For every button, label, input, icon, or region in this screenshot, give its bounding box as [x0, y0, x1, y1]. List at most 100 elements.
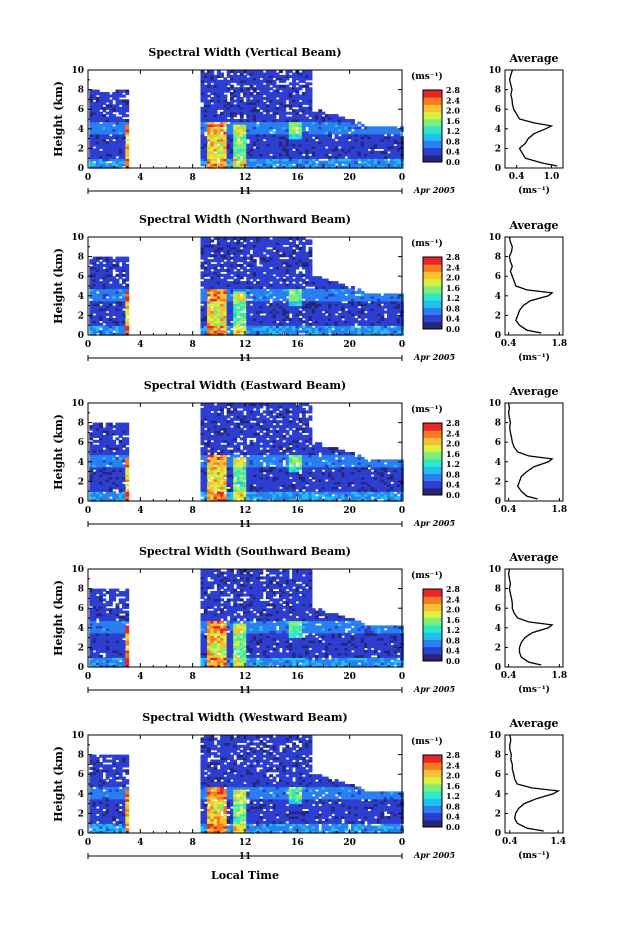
heatmap-cell [275, 278, 280, 282]
heatmap-cell [357, 158, 362, 162]
heatmap-cell [324, 317, 329, 321]
heatmap-cell [112, 121, 117, 125]
heatmap-cell [311, 116, 316, 120]
heatmap-cell [373, 315, 378, 319]
heatmap-cell [112, 266, 117, 270]
heatmap-cell [315, 116, 319, 120]
heatmap-cell [108, 327, 113, 331]
heatmap-cell [301, 295, 306, 299]
heatmap-cell [210, 317, 215, 321]
heatmap-cell [102, 128, 107, 132]
heatmap-cell [364, 325, 368, 329]
heatmap-cell [207, 464, 211, 468]
heatmap-cell [243, 256, 247, 260]
heatmap-cell [298, 237, 303, 241]
heatmap-cell [105, 116, 110, 120]
heatmap-cell [347, 298, 352, 302]
heatmap-cell [259, 99, 264, 103]
heatmap-cell [318, 308, 323, 312]
heatmap-cell [118, 442, 123, 446]
heatmap-cell [226, 476, 231, 480]
colorbar-tick-label: 0.0 [446, 157, 460, 167]
heatmap-cell [308, 298, 313, 302]
heatmap-cell [311, 165, 316, 169]
heatmap-cell [354, 141, 359, 145]
heatmap-cell [92, 449, 97, 453]
heatmap-cell [370, 322, 375, 326]
heatmap-cell [226, 295, 231, 299]
heatmap-cell [318, 327, 323, 331]
heatmap-cell [213, 288, 218, 292]
heatmap-cell [125, 295, 130, 299]
heatmap-cell [216, 131, 221, 135]
heatmap-cell [239, 106, 244, 110]
heatmap-cell [308, 239, 313, 243]
heatmap-cell [125, 92, 130, 96]
heatmap-cell [220, 246, 224, 250]
heatmap-cell [108, 471, 113, 475]
heatmap-cell [200, 92, 205, 96]
heatmap-cell [239, 322, 244, 326]
heatmap-cell [92, 101, 97, 105]
heatmap-cell [275, 141, 280, 145]
heatmap-cell [233, 288, 238, 292]
heatmap-cell [380, 153, 385, 157]
heatmap-cell [99, 273, 103, 277]
heatmap-cell [393, 330, 398, 334]
heatmap-cell [279, 133, 283, 137]
heatmap-cell [387, 308, 391, 312]
heatmap-cell [236, 163, 241, 167]
heatmap-cell [246, 136, 251, 140]
heatmap-cell [203, 89, 208, 93]
heatmap-cell [364, 165, 368, 169]
heatmap-cell [367, 295, 372, 299]
heatmap-cell [298, 74, 303, 78]
heatmap-cell [337, 293, 342, 297]
heatmap-cell [262, 327, 267, 331]
heatmap-cell [105, 263, 110, 267]
heatmap-cell [233, 320, 238, 324]
heatmap-cell [207, 77, 211, 81]
heatmap-cell [328, 116, 332, 120]
heatmap-cell [112, 447, 117, 451]
heatmap-cell [272, 293, 277, 297]
heatmap-cell [216, 486, 221, 490]
heatmap-cell [246, 101, 251, 105]
heatmap-cell [210, 266, 215, 270]
heatmap-cell [354, 312, 359, 316]
heatmap-cell [105, 136, 110, 140]
heatmap-cell [239, 136, 244, 140]
heatmap-cell [210, 442, 215, 446]
heatmap-cell [112, 469, 117, 473]
heatmap-cell [102, 163, 107, 167]
heatmap-cell [285, 249, 290, 253]
heatmap-cell [360, 327, 365, 331]
heatmap-cell [105, 322, 110, 326]
heatmap-cell [92, 439, 97, 443]
heatmap-cell [331, 283, 336, 287]
heatmap-cell [115, 476, 120, 480]
heatmap-cell [236, 241, 241, 245]
heatmap-cell [220, 114, 224, 118]
heatmap-cell [223, 97, 228, 101]
heatmap-cell [396, 143, 401, 147]
heatmap-cell [282, 131, 287, 135]
heatmap-cell [200, 99, 205, 103]
heatmap-cell [367, 315, 372, 319]
heatmap-cell [298, 123, 303, 127]
heatmap-cell [370, 298, 375, 302]
heatmap-cell [108, 429, 113, 433]
heatmap-cell [396, 322, 401, 326]
heatmap-cell [364, 315, 368, 319]
heatmap-cell [92, 496, 97, 500]
heatmap-cell [200, 322, 205, 326]
heatmap-cell [324, 126, 329, 130]
heatmap-cell [367, 320, 372, 324]
heatmap-cell [259, 82, 264, 86]
heatmap-cell [262, 273, 267, 277]
heatmap-cell [207, 300, 211, 304]
heatmap-cell [233, 133, 238, 137]
heatmap-cell [236, 136, 241, 140]
heatmap-cell [256, 308, 260, 312]
heatmap-cell [207, 271, 211, 275]
